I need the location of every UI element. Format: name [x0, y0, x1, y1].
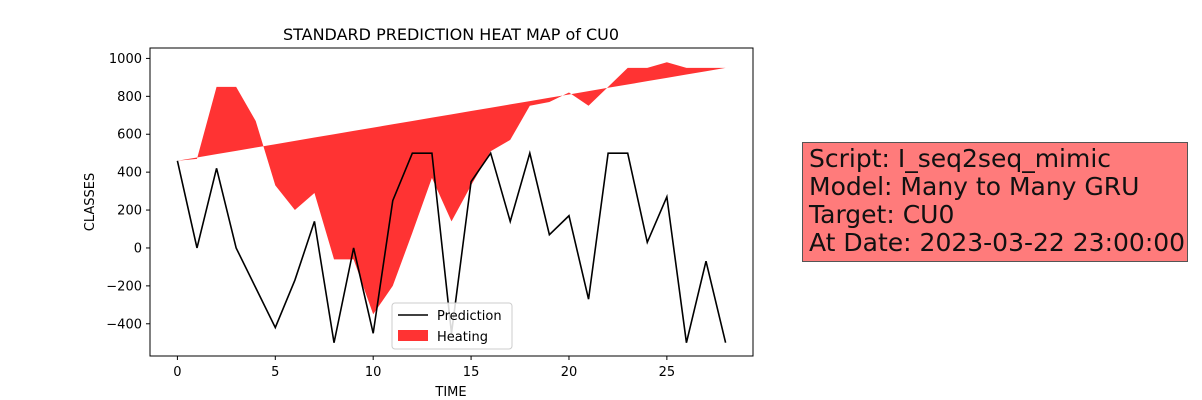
info-target: Target: CU0	[809, 200, 955, 229]
x-tick-label: 5	[271, 365, 279, 380]
legend-heating-label: Heating	[437, 330, 488, 345]
legend-prediction-label: Prediction	[437, 309, 502, 324]
y-tick-label: 0	[134, 241, 142, 256]
y-tick-label: 600	[117, 128, 142, 143]
info-model: Model: Many to Many GRU	[809, 172, 1140, 201]
x-axis-label: TIME	[434, 385, 466, 400]
y-tick-label: −400	[106, 317, 142, 332]
info-date: At Date: 2023-03-22 23:00:00	[809, 228, 1186, 257]
y-axis: −400 −200 0 200 400 600 800 1000	[106, 52, 150, 332]
x-axis: 0 5 10 15 20 25	[173, 356, 675, 380]
x-tick-label: 10	[365, 365, 382, 380]
y-tick-label: 200	[117, 204, 142, 219]
plot-frame	[149, 47, 754, 357]
x-tick-label: 20	[561, 365, 578, 380]
x-tick-label: 25	[659, 365, 676, 380]
info-box: Script: I_seq2seq_mimic Model: Many to M…	[802, 142, 1188, 262]
chart-title: STANDARD PREDICTION HEAT MAP of CU0	[283, 25, 619, 44]
y-tick-label: 400	[117, 166, 142, 181]
plot-area	[176, 62, 727, 343]
y-axis-label: CLASSES	[83, 173, 98, 231]
info-script: Script: I_seq2seq_mimic	[809, 144, 1112, 173]
y-tick-label: 800	[117, 90, 142, 105]
legend: Prediction Heating	[391, 302, 513, 350]
x-tick-label: 15	[463, 365, 480, 380]
x-tick-label: 0	[173, 365, 181, 380]
legend-heating-swatch	[398, 330, 428, 341]
y-tick-label: 1000	[109, 52, 142, 67]
y-tick-label: −200	[106, 279, 142, 294]
heating-area	[177, 62, 726, 315]
